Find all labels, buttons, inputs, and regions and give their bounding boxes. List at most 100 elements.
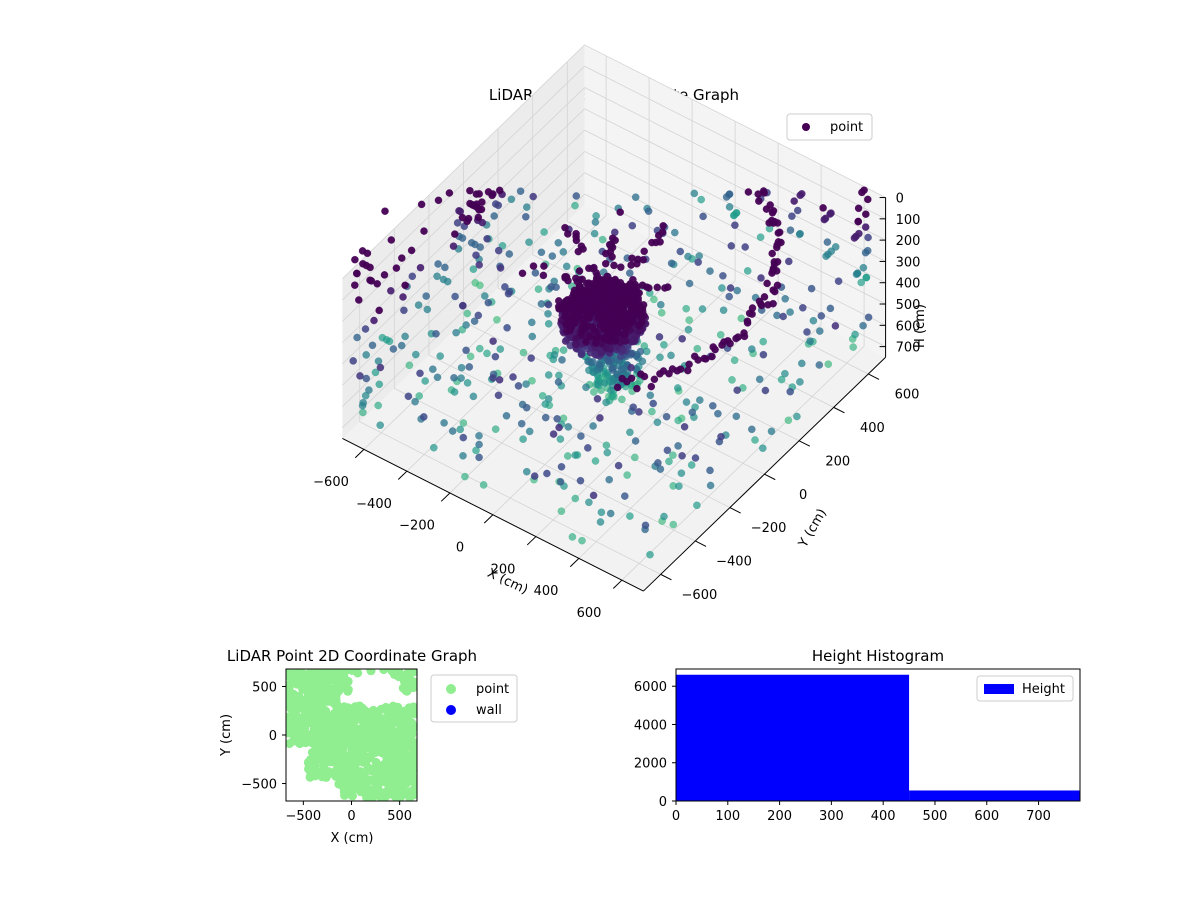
point-3d <box>797 359 806 368</box>
point-3d <box>726 284 735 292</box>
point-3d <box>677 469 686 478</box>
point-3d <box>854 217 863 226</box>
point-3d <box>452 328 460 337</box>
point-3d <box>472 251 480 260</box>
point-3d <box>585 498 593 507</box>
point-3d <box>600 334 608 343</box>
point-2d <box>340 751 350 761</box>
point-3d <box>760 293 769 301</box>
point-3d <box>740 332 749 341</box>
point-3d <box>585 310 594 319</box>
point-3d <box>373 279 382 288</box>
point-3d <box>385 337 394 346</box>
point-2d <box>381 702 391 712</box>
point-3d <box>598 235 607 244</box>
point-3d <box>597 315 605 324</box>
point-3d <box>507 195 516 204</box>
point-2d <box>404 669 414 676</box>
point-3d <box>658 228 667 236</box>
point-3d <box>554 378 563 386</box>
point-2d <box>400 769 410 779</box>
point-3d <box>387 236 396 244</box>
point-3d <box>663 446 672 455</box>
point-3d <box>743 267 752 275</box>
point-3d <box>790 197 799 205</box>
point-3d <box>489 337 497 346</box>
point-3d <box>613 383 622 392</box>
point-3d <box>636 370 645 378</box>
point-3d <box>375 380 384 389</box>
y-tick-3d <box>798 440 811 447</box>
point-2d <box>409 785 417 794</box>
point-3d <box>685 360 693 369</box>
point-2d <box>355 746 365 756</box>
point-3d <box>716 330 725 339</box>
point-3d <box>700 354 709 363</box>
point-2d <box>386 783 396 792</box>
point-3d <box>525 427 534 436</box>
point-3d <box>529 192 538 201</box>
point-3d <box>854 204 863 213</box>
point-3d <box>462 321 470 329</box>
point-3d <box>786 308 794 316</box>
point-3d <box>673 384 682 392</box>
point-3d <box>411 397 419 406</box>
x-tick-label-3d: −200 <box>399 519 435 534</box>
y-tick-label-2d: −500 <box>241 778 277 793</box>
point-2d <box>290 669 300 679</box>
gridline-back-z <box>584 108 886 262</box>
point-3d <box>491 425 500 434</box>
point-3d <box>693 501 701 510</box>
point-3d <box>758 444 767 453</box>
point-3d <box>754 197 763 205</box>
point-3d <box>699 212 707 221</box>
point-3d <box>732 334 740 343</box>
point-3d <box>826 304 835 313</box>
point-3d <box>656 353 664 362</box>
point-2d <box>325 687 335 697</box>
point-3d <box>574 247 583 256</box>
point-3d <box>864 313 873 322</box>
point-3d <box>603 448 612 457</box>
point-3d <box>609 300 618 309</box>
point-3d <box>473 203 482 212</box>
point-3d <box>656 238 664 246</box>
point-2d <box>379 669 389 675</box>
point-2d <box>343 676 353 686</box>
point-3d <box>469 392 478 401</box>
axes-2d-ticks: −500 0 500 −500 0 500 <box>241 680 412 824</box>
point-3d <box>375 306 384 315</box>
point-2d <box>359 782 369 792</box>
point-2d <box>348 770 358 780</box>
point-3d <box>747 425 756 434</box>
point-3d <box>404 392 413 401</box>
gridline-left-z <box>342 65 585 301</box>
point-3d <box>625 269 634 277</box>
point-3d <box>474 311 483 320</box>
point-2d <box>311 723 321 733</box>
point-3d <box>555 305 563 313</box>
point-3d <box>588 323 597 331</box>
legend-3d: point <box>786 113 873 141</box>
histogram-x-tick-label: 700 <box>1026 809 1051 824</box>
point-2d <box>373 739 383 749</box>
legend-2d-marker-wall <box>446 705 456 715</box>
point-3d <box>539 271 548 280</box>
point-2d <box>288 689 298 699</box>
point-3d <box>493 315 501 324</box>
point-2d <box>324 728 334 737</box>
x-tick-label-3d: 600 <box>577 606 602 621</box>
point-3d <box>741 243 750 251</box>
point-3d <box>578 536 586 545</box>
x-tick-3d <box>483 514 494 524</box>
point-3d <box>466 352 475 361</box>
point-3d <box>443 277 452 286</box>
point-3d <box>517 419 526 428</box>
point-3d <box>669 520 678 529</box>
point-3d <box>459 451 467 460</box>
point-3d <box>864 233 872 242</box>
point-3d <box>547 283 555 291</box>
point-2d <box>291 696 301 706</box>
point-3d <box>376 421 385 430</box>
point-3d <box>558 356 566 364</box>
